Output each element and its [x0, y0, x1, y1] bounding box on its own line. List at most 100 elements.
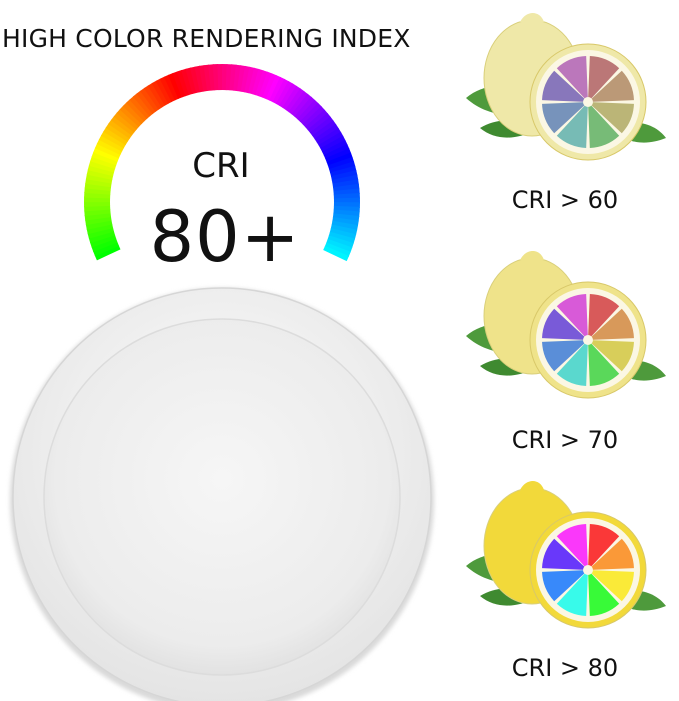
lemon-segment — [556, 570, 588, 616]
ring-segment — [98, 134, 125, 152]
ring-segment — [323, 144, 350, 160]
ring-segment — [91, 238, 118, 252]
ring-segment — [88, 231, 116, 244]
lemon-tip — [520, 481, 544, 490]
lemon-segment — [542, 102, 588, 134]
lemon-segment — [542, 70, 588, 102]
ring-segment — [185, 67, 197, 94]
ring-segment — [147, 82, 166, 108]
ring-segment — [251, 68, 264, 96]
lemon-segment — [588, 102, 620, 148]
ring-segment — [307, 112, 331, 134]
ring-segment — [212, 64, 220, 91]
lemon-core — [583, 335, 593, 345]
ring-segment — [326, 152, 353, 167]
ring-segment — [94, 245, 121, 261]
ring-segment — [333, 197, 360, 204]
ring-segment — [258, 71, 273, 98]
ring-segment — [330, 165, 357, 177]
ring-segment — [105, 123, 131, 142]
ring-segment — [155, 78, 173, 104]
ring-segment — [282, 85, 301, 111]
ring-segment — [272, 78, 290, 105]
ring-segment — [236, 65, 246, 92]
ring-segment — [247, 67, 260, 95]
ring-segment — [326, 238, 353, 253]
lemon-segment — [588, 570, 620, 616]
ring-segment — [119, 105, 142, 127]
ring-segment — [86, 169, 114, 180]
lemon-segment — [556, 340, 588, 386]
cri-value: 80+ — [149, 196, 301, 278]
ring-segment — [84, 205, 111, 212]
ring-segment — [87, 227, 115, 239]
ring-segment — [159, 76, 176, 103]
lemon-segment — [588, 570, 634, 602]
lemon-segment — [588, 294, 620, 340]
ring-segment — [217, 64, 223, 91]
ring-segment — [108, 119, 133, 139]
ring-segment — [331, 174, 359, 185]
ring-segment — [302, 106, 326, 128]
lemon-segment — [588, 56, 620, 102]
lemon-segment — [542, 570, 588, 602]
ring-segment — [275, 81, 294, 107]
ring-segment — [125, 99, 148, 122]
lemon-card-cri-60: CRI > 60 — [460, 0, 670, 214]
ring-segment — [324, 242, 351, 257]
ring-segment — [328, 231, 356, 244]
lemon-caption: CRI > 80 — [511, 654, 619, 682]
ring-segment — [316, 127, 342, 146]
ring-segment — [87, 164, 115, 177]
lemon-icon — [466, 251, 666, 399]
ring-segment — [140, 87, 160, 112]
ring-segment — [262, 73, 277, 100]
ring-segment — [297, 99, 319, 123]
ring-segment — [327, 235, 354, 249]
ring-segment — [168, 72, 183, 99]
ring-segment — [279, 83, 298, 109]
lemon-segment — [588, 340, 620, 386]
ring-segment — [136, 90, 157, 115]
ring-segment — [288, 90, 309, 115]
ring-segment — [269, 76, 286, 103]
ring-segment — [113, 112, 137, 133]
lemon-core — [583, 565, 593, 575]
lemon-segment — [556, 56, 588, 102]
ring-segment — [314, 124, 339, 143]
lemon-card-cri-70: CRI > 70 — [460, 238, 670, 454]
lemon-segment — [588, 308, 634, 340]
ring-segment — [309, 116, 334, 137]
ring-segment — [93, 147, 120, 162]
ring-segment — [85, 216, 112, 226]
ring-segment — [285, 88, 305, 113]
ring-segment — [265, 74, 281, 101]
ring-segment — [305, 109, 329, 131]
ring-segment — [229, 64, 237, 91]
rainbow-color-ring — [84, 64, 360, 262]
ring-segment — [84, 182, 112, 191]
lemon-icon — [466, 13, 666, 161]
lemon-segment — [588, 538, 634, 570]
ring-segment — [320, 135, 346, 153]
ring-segment — [312, 120, 337, 140]
lemon-segment — [542, 538, 588, 570]
ring-segment — [291, 93, 312, 118]
ring-segment — [92, 241, 119, 257]
ring-segment — [255, 70, 269, 97]
lemon-core — [583, 97, 593, 107]
ring-segment — [240, 65, 251, 93]
ring-segment — [163, 74, 179, 101]
lemon-segment — [556, 294, 588, 340]
ring-segment — [333, 192, 360, 200]
ring-segment — [330, 170, 358, 181]
ring-segment — [129, 96, 151, 119]
ring-segment — [181, 68, 194, 96]
ring-segment — [85, 173, 113, 184]
ring-segment — [294, 96, 316, 120]
lemon-segment — [588, 70, 634, 102]
ring-segment — [116, 108, 140, 130]
ring-segment — [299, 102, 322, 125]
ring-segment — [332, 213, 360, 222]
